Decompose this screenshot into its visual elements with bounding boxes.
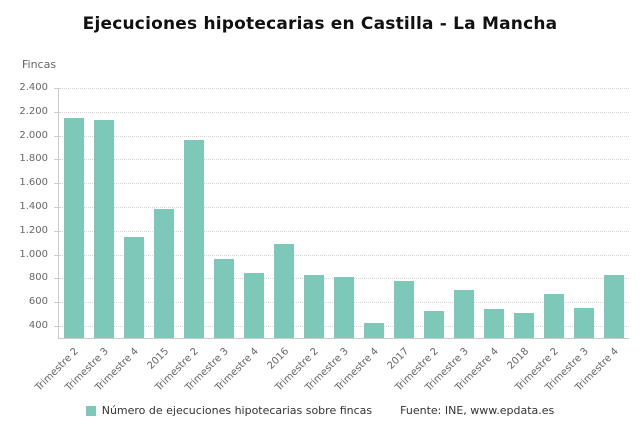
- y-tick-mark: [54, 88, 59, 89]
- bar: [514, 313, 534, 338]
- y-axis: 400 600 800 1.000 1.200 1.400 1.600 1.800 2.000 2…: [8, 82, 54, 338]
- bar: [544, 293, 564, 338]
- y-tick-label: 800: [28, 272, 48, 284]
- gridline: [59, 135, 629, 137]
- bar: [274, 243, 294, 338]
- y-tick-label: 1.800: [19, 153, 48, 165]
- y-tick-mark: [54, 111, 59, 113]
- legend: Número de ejecuciones hipotecarias sobre…: [0, 404, 640, 417]
- bar: [244, 272, 264, 338]
- gridline: [59, 111, 629, 113]
- x-axis-labels: Trimestre 2 Trimestre 3 Trimestre 4 2015 Tri…: [33, 339, 628, 401]
- bar: [214, 259, 234, 338]
- y-tick-label: 2.400: [19, 82, 48, 93]
- y-tick-mark: [54, 302, 59, 304]
- y-tick-mark: [54, 135, 59, 137]
- y-tick-label: 1.400: [19, 201, 48, 213]
- legend-swatch: [85, 405, 96, 416]
- bar: [94, 120, 114, 338]
- plot-area: [54, 88, 629, 339]
- bar: [154, 209, 174, 338]
- x-tick-label: 2018: [505, 346, 531, 372]
- bar: [184, 140, 204, 338]
- gridline: [59, 183, 629, 185]
- bar: [574, 308, 594, 338]
- y-axis-title: Fincas: [22, 58, 57, 71]
- y-tick-label: 2.200: [19, 105, 48, 117]
- bar: [304, 274, 324, 338]
- bar: [364, 322, 384, 338]
- legend-series-label: Número de ejecuciones hipotecarias sobre…: [101, 404, 373, 417]
- y-tick-mark: [54, 254, 59, 256]
- gridline: [59, 254, 629, 256]
- bar: [334, 277, 354, 338]
- gridline: [59, 88, 629, 89]
- bar: [424, 310, 444, 338]
- bar: [124, 236, 144, 338]
- bar: [64, 117, 84, 338]
- y-tick-mark: [54, 230, 59, 232]
- y-tick-mark: [54, 159, 59, 161]
- chart-title: Ejecuciones hipotecarias en Castilla - L…: [82, 14, 558, 34]
- y-tick-mark: [54, 183, 59, 185]
- gridline: [59, 207, 629, 209]
- bar: [394, 280, 414, 338]
- y-tick-label: 400: [28, 320, 48, 332]
- gridline: [59, 230, 629, 232]
- y-tick-mark: [54, 207, 59, 209]
- x-tick-label: 2017: [385, 346, 411, 372]
- y-tick-label: 1.200: [19, 224, 48, 236]
- y-tick-label: 600: [28, 296, 48, 308]
- x-tick-label: 2015: [145, 346, 171, 372]
- gridline: [59, 159, 629, 161]
- y-tick-label: 1.000: [19, 248, 48, 260]
- y-tick-label: 2.000: [19, 129, 48, 141]
- source-attribution: Fuente: INE, www.epdata.es: [400, 404, 555, 417]
- bar: [484, 309, 504, 338]
- bar: [604, 274, 624, 338]
- bar: [454, 290, 474, 338]
- y-tick-mark: [54, 278, 59, 280]
- x-tick-label: 2016: [265, 346, 291, 372]
- y-tick-label: 1.600: [19, 177, 48, 189]
- y-tick-mark: [54, 326, 59, 328]
